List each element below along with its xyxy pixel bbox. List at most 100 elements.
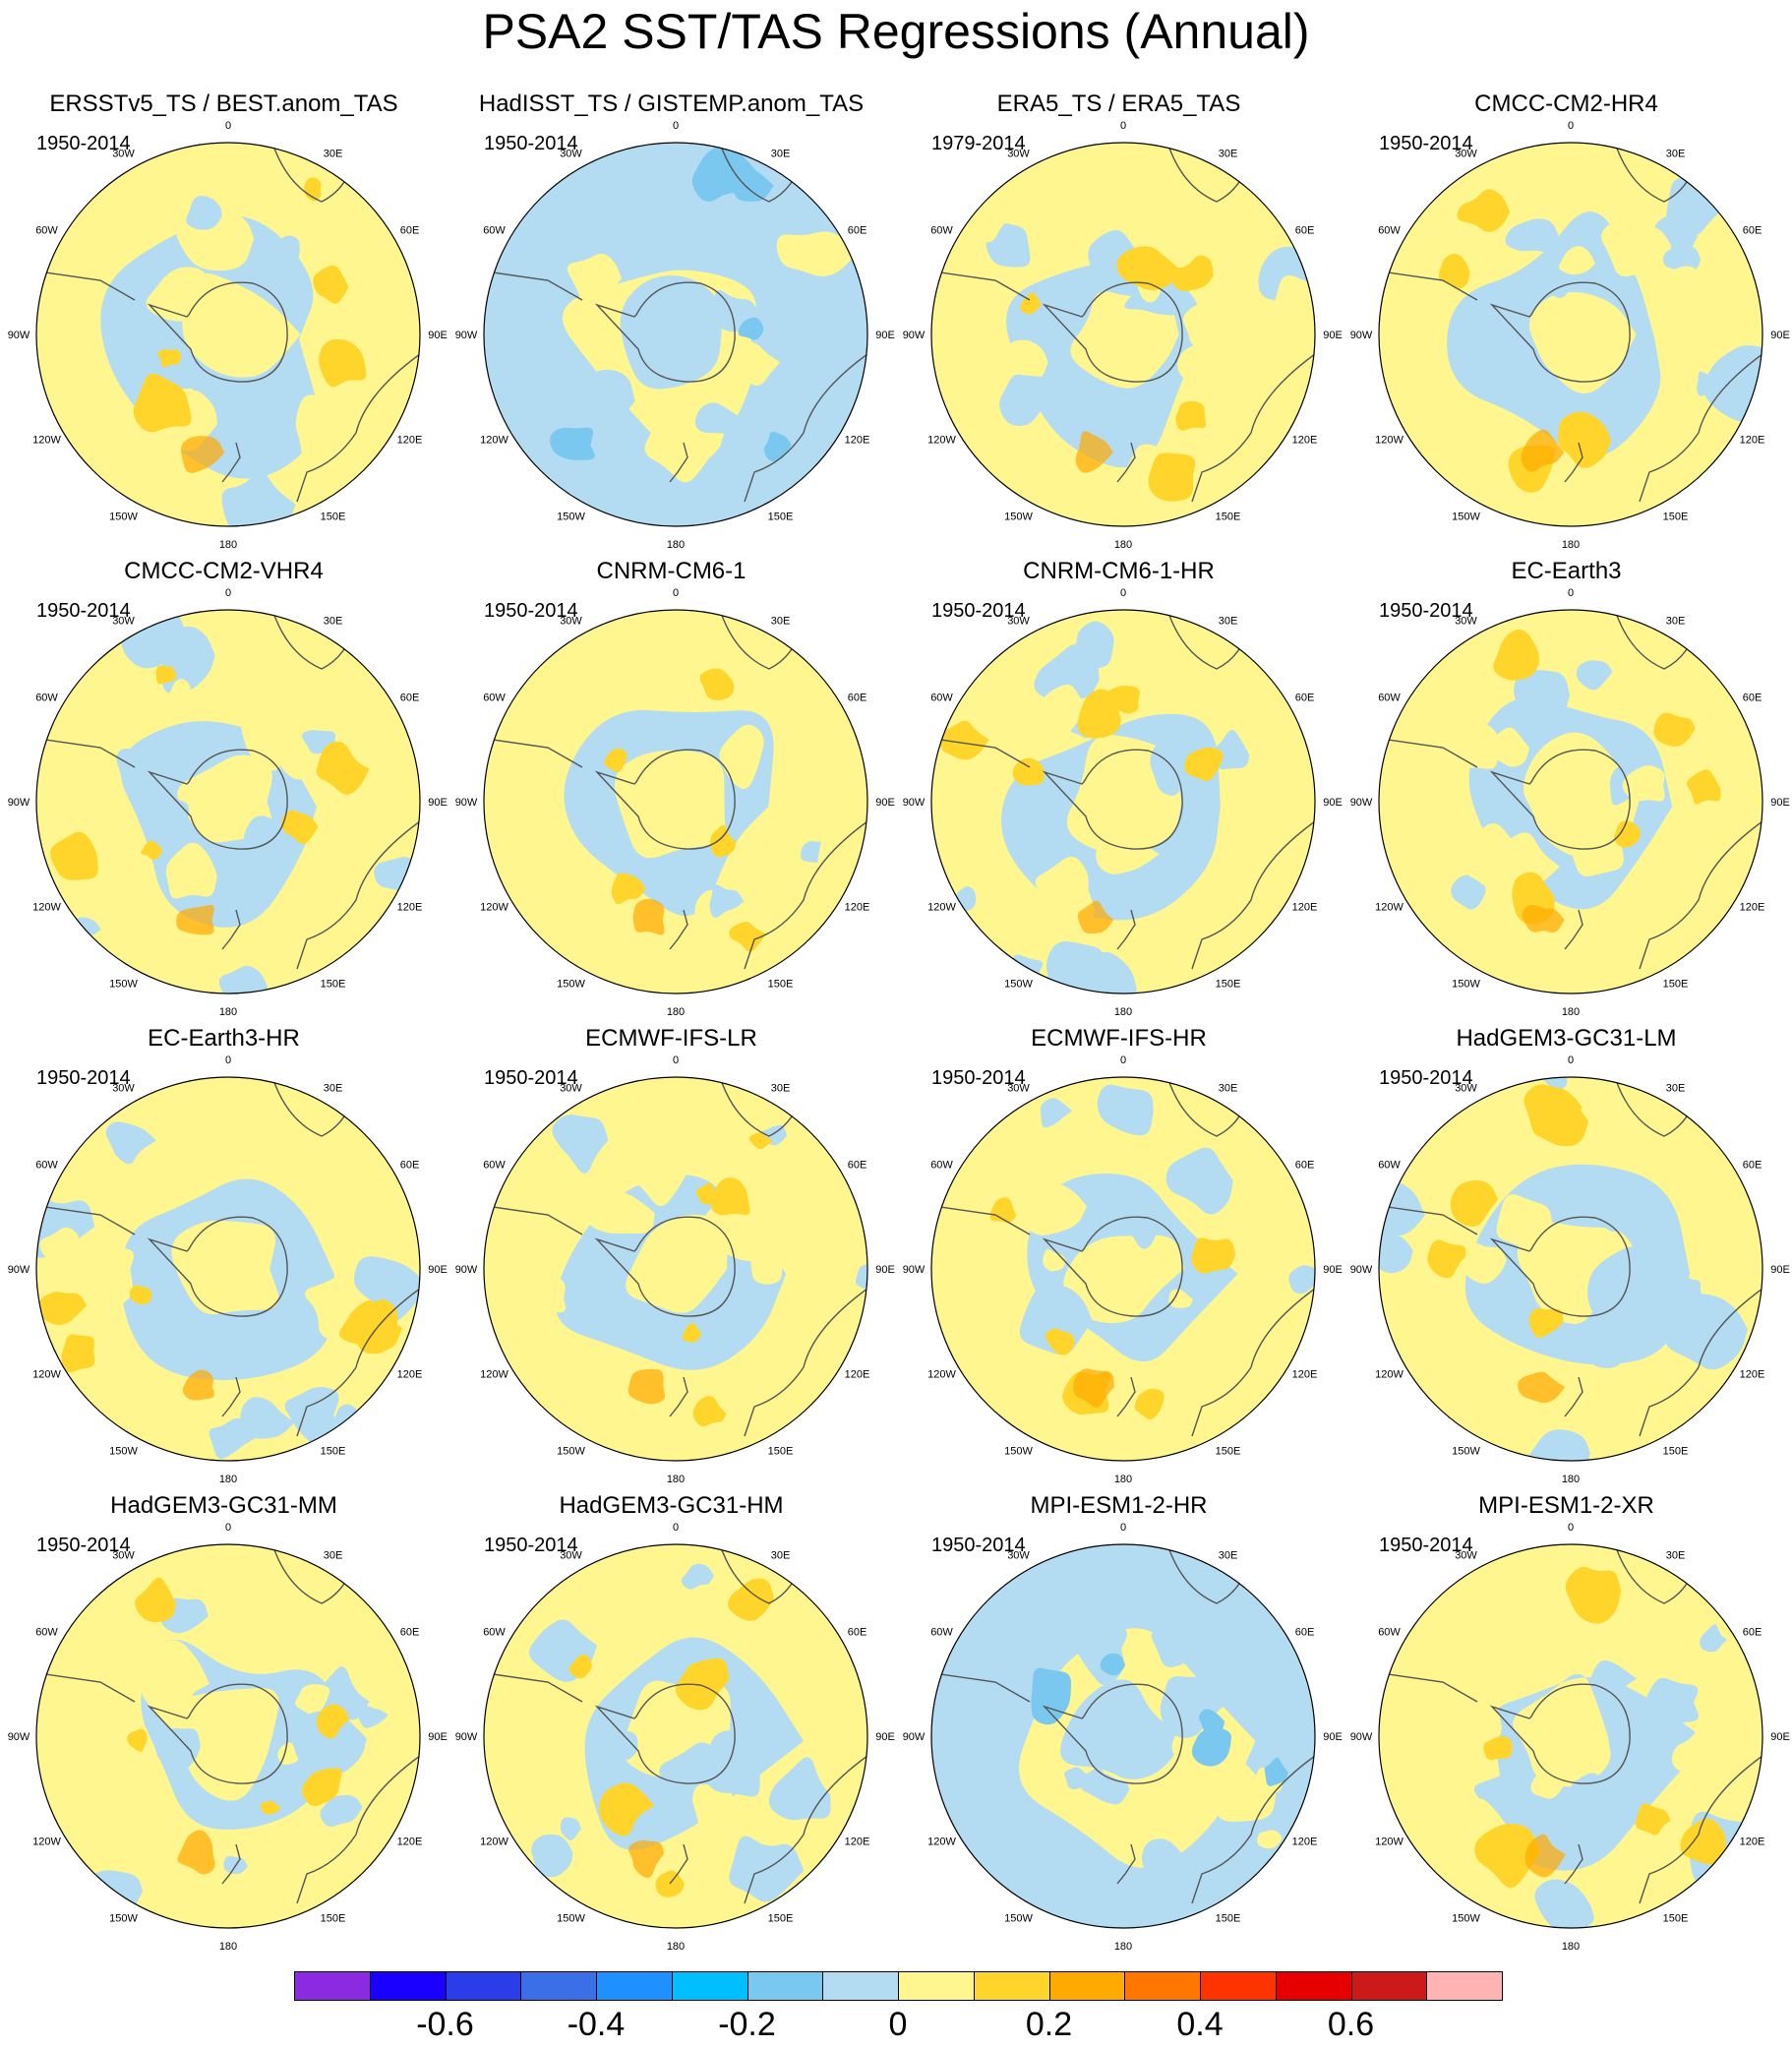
longitude-label: 60W <box>483 693 506 704</box>
longitude-label: 60W <box>35 1627 58 1639</box>
longitude-label: 150W <box>557 1446 585 1458</box>
colorbar-swatch <box>898 1971 975 2001</box>
longitude-label: 60E <box>1743 693 1762 704</box>
anomaly-patch <box>219 174 260 210</box>
anomaly-strong-patch <box>127 1728 148 1752</box>
longitude-label: 30E <box>1666 616 1686 628</box>
longitude-label: 30W <box>560 1550 582 1562</box>
anomaly-patch <box>1040 1098 1073 1128</box>
anomaly-patch <box>1505 1585 1580 1636</box>
anomaly-patch <box>295 1684 330 1717</box>
longitude-label: 60E <box>848 1627 867 1639</box>
anomaly-patch <box>156 1282 190 1306</box>
anomaly-patch <box>357 1706 388 1728</box>
longitude-label: 180 <box>1562 1006 1580 1018</box>
longitude-label: 120W <box>480 1369 508 1381</box>
longitude-label: 150W <box>1452 1446 1480 1458</box>
anomaly-strong-patch <box>675 1657 730 1711</box>
anomaly-ring <box>1447 211 1661 458</box>
anomaly-patch <box>168 679 192 702</box>
longitude-label: 90W <box>455 330 478 341</box>
anomaly-field <box>484 143 867 503</box>
anomaly-strong-patch <box>682 1323 702 1343</box>
australia-outline <box>744 1288 867 1437</box>
anomaly-strong-patch <box>604 748 627 772</box>
polar-map: 0 30E 60E 90E 120E 150E 180 150W 120W 90W 60W 30W <box>1350 120 1790 551</box>
longitude-label: 120E <box>1740 1369 1765 1381</box>
anomaly-patch <box>1019 886 1062 935</box>
longitude-label: 60W <box>483 225 506 237</box>
longitude-label: 90E <box>875 1731 895 1743</box>
longitude-label: 120W <box>480 1837 508 1848</box>
map-border <box>483 609 868 994</box>
longitude-label: 30W <box>112 616 135 628</box>
anomaly-patch <box>1671 1724 1728 1775</box>
longitude-label: 30W <box>1455 149 1477 160</box>
anomaly-patch <box>1505 218 1559 253</box>
anomaly-field <box>36 610 420 994</box>
anomaly-strong-patch <box>1483 1736 1513 1761</box>
anomaly-patch <box>1064 1767 1090 1789</box>
new-zealand-outline <box>1116 909 1136 950</box>
anomaly-strong-patch <box>1450 1179 1499 1228</box>
anomaly-patch <box>567 253 623 303</box>
anomaly-patch <box>1036 684 1085 734</box>
polar-map: 0 30E 60E 90E 120E 150E 180 150W 120W 90W 60W 30W <box>903 1054 1343 1485</box>
panel-title: CNRM-CM6-1 <box>596 558 747 584</box>
panel-title: CMCC-CM2-VHR4 <box>124 558 324 584</box>
longitude-label: 90W <box>455 1264 478 1276</box>
map-border <box>35 1543 421 1929</box>
longitude-label: 120W <box>927 1837 956 1848</box>
longitude-label: 60E <box>400 225 420 237</box>
south-america-outline <box>484 1204 583 1235</box>
longitude-label: 90E <box>428 330 448 341</box>
antarctica-outline <box>1042 749 1183 850</box>
anomaly-strong-patch <box>1171 255 1214 291</box>
colorbar-swatch <box>1275 1971 1352 2001</box>
longitude-label: 30W <box>1007 616 1030 628</box>
antarctica-outline <box>147 1216 288 1317</box>
anomaly-peak-patch <box>1073 1368 1114 1409</box>
anomaly-patch <box>663 1544 727 1573</box>
longitude-label: 180 <box>667 539 685 551</box>
map-border <box>930 1076 1316 1462</box>
anomaly-patch <box>1601 218 1672 277</box>
anomaly-patch <box>1045 940 1108 994</box>
anomaly-patch <box>1160 1675 1228 1738</box>
map-border <box>930 142 1316 527</box>
anomaly-patch <box>1288 1265 1315 1295</box>
longitude-label: 90W <box>903 797 926 809</box>
anomaly-strong-patch <box>135 1577 176 1623</box>
panel-period: 1979-2014 <box>931 133 1026 154</box>
anomaly-peak-patch <box>1518 1371 1566 1404</box>
anomaly-strong-patch <box>1686 769 1721 805</box>
anomaly-patch <box>563 1248 617 1304</box>
longitude-label: 120E <box>1292 902 1318 914</box>
anomaly-patch <box>1096 824 1160 874</box>
map-panel: ECMWF-IFS-LR 1950-2014 0 30E 60E 90E 120E 150E 1… <box>448 934 895 1485</box>
map-background <box>931 1544 1315 1928</box>
longitude-label: 30E <box>1666 149 1686 160</box>
longitude-label: 90W <box>8 797 30 809</box>
anomaly-field <box>931 1077 1315 1437</box>
anomaly-patch <box>706 1730 760 1797</box>
anomaly-strong-patch <box>1474 1823 1541 1889</box>
anomaly-patch <box>1165 1147 1233 1215</box>
longitude-label: 120E <box>845 435 870 447</box>
longitude-label: 0 <box>1568 1054 1574 1066</box>
map-border <box>35 609 421 994</box>
anomaly-patch <box>855 1264 867 1290</box>
anomaly-patch <box>62 321 102 368</box>
anomaly-patch <box>186 196 222 230</box>
anomaly-patch <box>684 945 708 964</box>
panel-title: HadISST_TS / GISTEMP.anom_TAS <box>478 90 865 117</box>
anomaly-patch <box>582 299 613 324</box>
longitude-label: 30E <box>1219 1083 1238 1095</box>
map-background <box>1379 1077 1762 1461</box>
anomaly-patch <box>295 394 358 464</box>
anomaly-patch <box>802 1228 825 1261</box>
longitude-label: 180 <box>219 1006 237 1018</box>
longitude-label: 30E <box>1666 1083 1686 1095</box>
longitude-label: 60W <box>35 1160 58 1172</box>
colorbar-swatch <box>1124 1971 1201 2001</box>
